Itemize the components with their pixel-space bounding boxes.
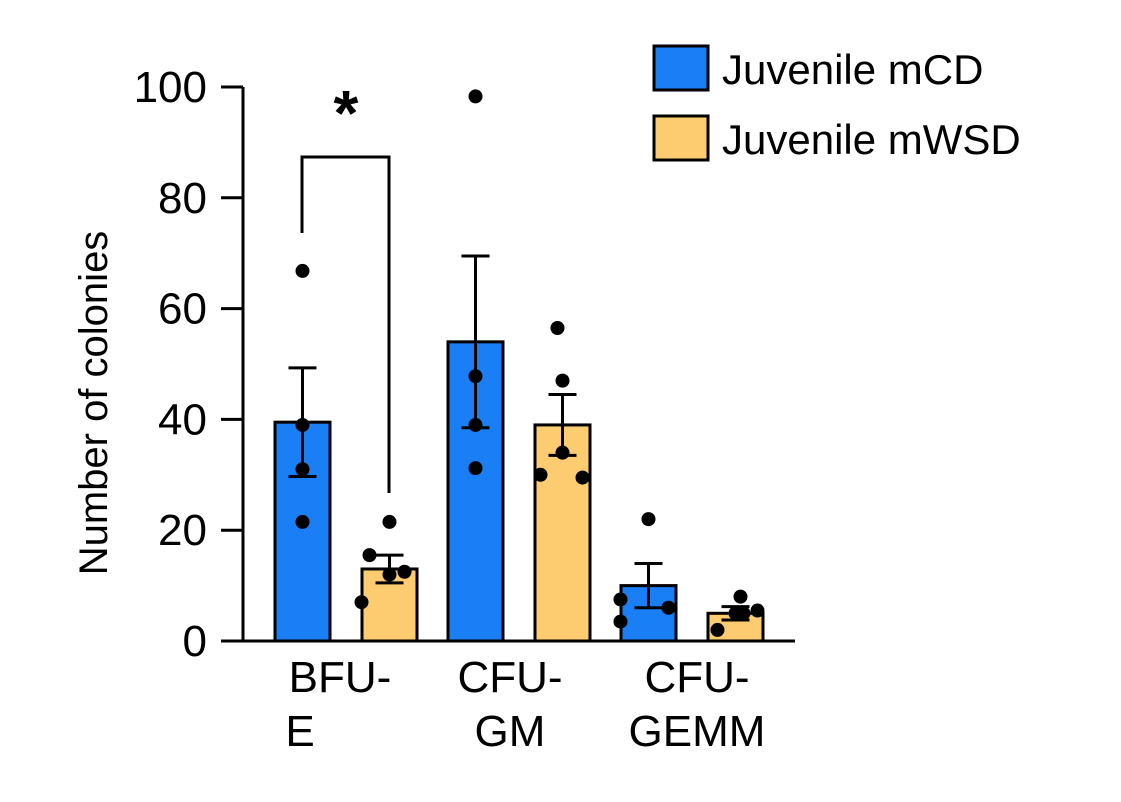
data-point-0-0-2 (295, 462, 310, 477)
data-point-0-0-1 (295, 417, 310, 432)
legend-label-0: Juvenile mCD (722, 46, 983, 93)
data-point-1-1-1 (555, 373, 570, 388)
data-point-1-1-0 (550, 320, 565, 335)
data-point-1-1-4 (575, 470, 590, 485)
data-point-0-1-3 (468, 461, 483, 476)
y-tick-label-2: 40 (158, 395, 207, 444)
x-category-label-0: BFU- E (285, 653, 391, 756)
data-point-1-0-0 (382, 514, 397, 529)
y-tick-label-3: 60 (158, 285, 207, 334)
x-category-label-line: CFU- (457, 653, 562, 702)
x-category-label-line: CFU- (644, 653, 749, 702)
significance-annotation: * (300, 77, 391, 493)
bars-layer (273, 340, 765, 643)
data-point-1-2-3 (736, 606, 751, 621)
data-point-1-2-4 (710, 622, 725, 637)
data-point-1-0-3 (382, 567, 397, 582)
bar-1-0 (360, 567, 419, 643)
x-category-label-line: E (285, 707, 314, 756)
data-points-layer (295, 89, 765, 637)
legend: Juvenile mCD Juvenile mWSD (652, 44, 1021, 163)
significance-star: * (334, 77, 359, 149)
legend-swatch-1 (652, 114, 710, 162)
data-point-1-0-1 (362, 548, 377, 563)
y-tick-label-4: 80 (158, 174, 207, 223)
y-ticks: 0 20 40 60 80 100 (134, 63, 243, 666)
data-point-0-1-0 (468, 89, 483, 104)
data-point-1-0-2 (397, 564, 412, 579)
error-bars-layer (288, 254, 750, 622)
x-category-labels: BFU- E CFU- GM CFU- GEMM (285, 653, 765, 756)
data-point-0-2-1 (613, 592, 628, 607)
data-point-0-2-3 (613, 614, 628, 629)
data-point-1-2-1 (750, 603, 765, 618)
data-point-1-1-2 (555, 445, 570, 460)
data-point-1-0-4 (354, 595, 369, 610)
data-point-0-0-3 (295, 514, 310, 529)
y-tick-label-0: 0 (183, 617, 207, 666)
x-category-label-2: CFU- GEMM (629, 653, 766, 756)
x-category-label-1: CFU- GM (457, 653, 562, 756)
data-point-0-1-1 (468, 369, 483, 384)
data-point-0-0-0 (295, 263, 310, 278)
data-point-1-1-3 (533, 467, 548, 482)
x-category-label-line: GEMM (629, 707, 766, 756)
y-tick-label-5: 100 (134, 63, 207, 112)
data-point-0-1-2 (468, 417, 483, 432)
significance-bracket (300, 155, 391, 493)
data-point-1-2-0 (733, 589, 748, 604)
axes (241, 87, 795, 643)
y-tick-label-1: 20 (158, 506, 207, 555)
legend-swatch-0 (652, 44, 710, 92)
data-point-0-2-2 (661, 600, 676, 615)
legend-label-1: Juvenile mWSD (722, 116, 1021, 163)
x-category-label-line: BFU- (289, 653, 392, 702)
error-bar-0-2 (634, 561, 663, 610)
y-axis-title: Number of colonies (72, 231, 116, 576)
data-point-0-2-0 (641, 512, 656, 527)
x-category-label-line: GM (475, 707, 546, 756)
